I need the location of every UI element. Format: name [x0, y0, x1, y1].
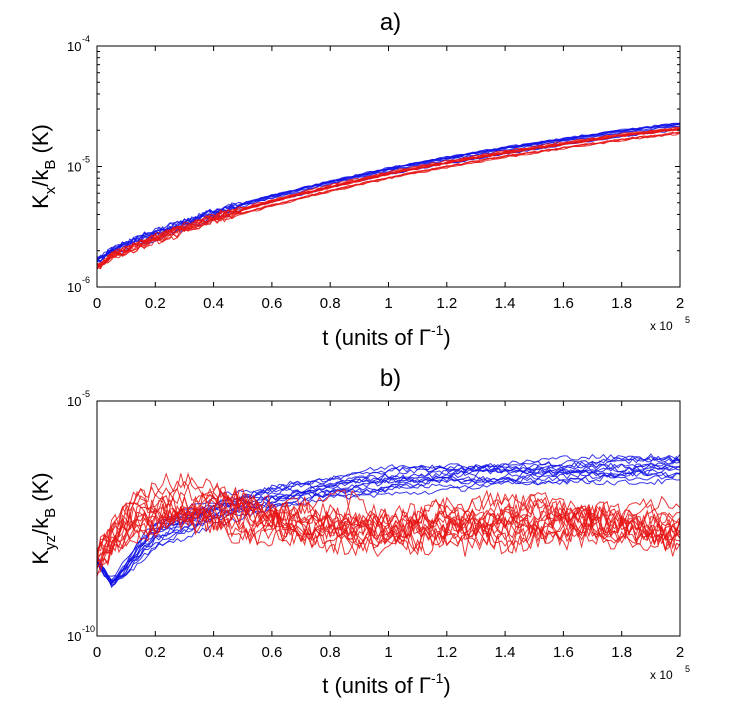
- x-tick-label: 1.8: [611, 644, 632, 661]
- series-line-blue: [97, 123, 680, 262]
- series-line-red: [97, 127, 680, 266]
- x-tick-label: 1.6: [553, 295, 574, 312]
- x-tick-label: 2: [676, 644, 684, 661]
- x-tick-label: 0.2: [145, 644, 166, 661]
- x-tick-label: 0.8: [320, 295, 341, 312]
- y-tick-label-base: 10: [67, 39, 81, 54]
- series-line-red: [97, 126, 680, 270]
- series-line-red: [97, 487, 680, 556]
- x-axis-label: t (units of Γ-1): [322, 670, 451, 698]
- series-line-blue: [97, 125, 680, 261]
- series-line-blue: [97, 465, 680, 584]
- y-tick-label-base: 10: [67, 629, 81, 644]
- series-line-blue: [97, 128, 680, 263]
- x-axis-label: t (units of Γ-1): [322, 322, 451, 350]
- x-tick-label: 1.2: [436, 295, 457, 312]
- series-line-red: [97, 494, 680, 560]
- x-tick-label: 1: [384, 295, 392, 312]
- y-axis-label: Kyz/kB (K): [28, 472, 59, 564]
- x-tick-label: 0.6: [261, 644, 282, 661]
- x-exponent-label: x 10: [650, 668, 673, 682]
- series-line-red: [97, 127, 680, 270]
- series-line-red: [97, 131, 680, 266]
- chart-panel-b: b)0 0.2 0.4 0.6 0.8 1 1.2 1.4 1.6 1.8 2x 10 510 -510…: [28, 365, 690, 698]
- series-line-red: [97, 127, 680, 265]
- y-tick-label-exp: -5: [82, 155, 90, 165]
- series-line-red: [97, 495, 680, 563]
- x-tick-label: 2: [676, 295, 684, 312]
- series-line-red: [97, 131, 680, 268]
- x-exponent-power: 5: [685, 664, 690, 674]
- x-tick-label: 0.8: [320, 644, 341, 661]
- series-line-red: [97, 501, 680, 574]
- series-line-red: [97, 476, 680, 562]
- y-tick-label-base: 10: [67, 160, 81, 175]
- x-exponent-label: x 10: [650, 319, 673, 333]
- y-tick-label-base: 10: [67, 394, 81, 409]
- x-tick-label: 0: [93, 644, 101, 661]
- series-line-red: [97, 471, 680, 568]
- x-tick-label: 0: [93, 295, 101, 312]
- series-line-red: [97, 131, 680, 270]
- x-tick-label: 0.6: [261, 295, 282, 312]
- x-tick-label: 1.6: [553, 644, 574, 661]
- series-line-red: [97, 496, 680, 567]
- chart-panel-a: a)0 0.2 0.4 0.6 0.8 1 1.2 1.4 1.6 1.8 2x 10 510 -410…: [28, 9, 690, 350]
- y-axis-label: Kx/kB (K): [28, 124, 59, 209]
- x-tick-label: 1.2: [436, 644, 457, 661]
- y-tick-label-exp: -6: [82, 275, 90, 285]
- y-tick-label-base: 10: [67, 280, 81, 295]
- x-tick-label: 0.4: [203, 644, 224, 661]
- series-group: [97, 122, 680, 270]
- series-line-red: [97, 128, 680, 270]
- y-tick-label-exp: -5: [82, 389, 90, 399]
- series-group: [97, 453, 680, 589]
- y-tick-label-exp: -4: [82, 34, 90, 44]
- chart-title: b): [380, 365, 401, 392]
- x-tick-label: 1.4: [495, 295, 516, 312]
- series-line-red: [97, 127, 680, 268]
- series-line-red: [97, 128, 680, 268]
- chart-title: a): [380, 9, 401, 36]
- series-line-blue: [97, 128, 680, 263]
- series-line-red: [97, 132, 680, 268]
- x-exponent-power: 5: [685, 315, 690, 325]
- x-tick-label: 1.4: [495, 644, 516, 661]
- x-tick-label: 0.2: [145, 295, 166, 312]
- y-tick-label-exp: -10: [82, 624, 95, 634]
- axes-box: [96, 45, 681, 288]
- series-line-red: [97, 129, 680, 266]
- x-tick-label: 1: [384, 644, 392, 661]
- series-line-blue: [97, 126, 680, 259]
- x-tick-label: 1.8: [611, 295, 632, 312]
- series-line-blue: [97, 478, 680, 589]
- series-line-red: [97, 487, 680, 552]
- x-tick-label: 0.4: [203, 295, 224, 312]
- series-line-red: [97, 486, 680, 570]
